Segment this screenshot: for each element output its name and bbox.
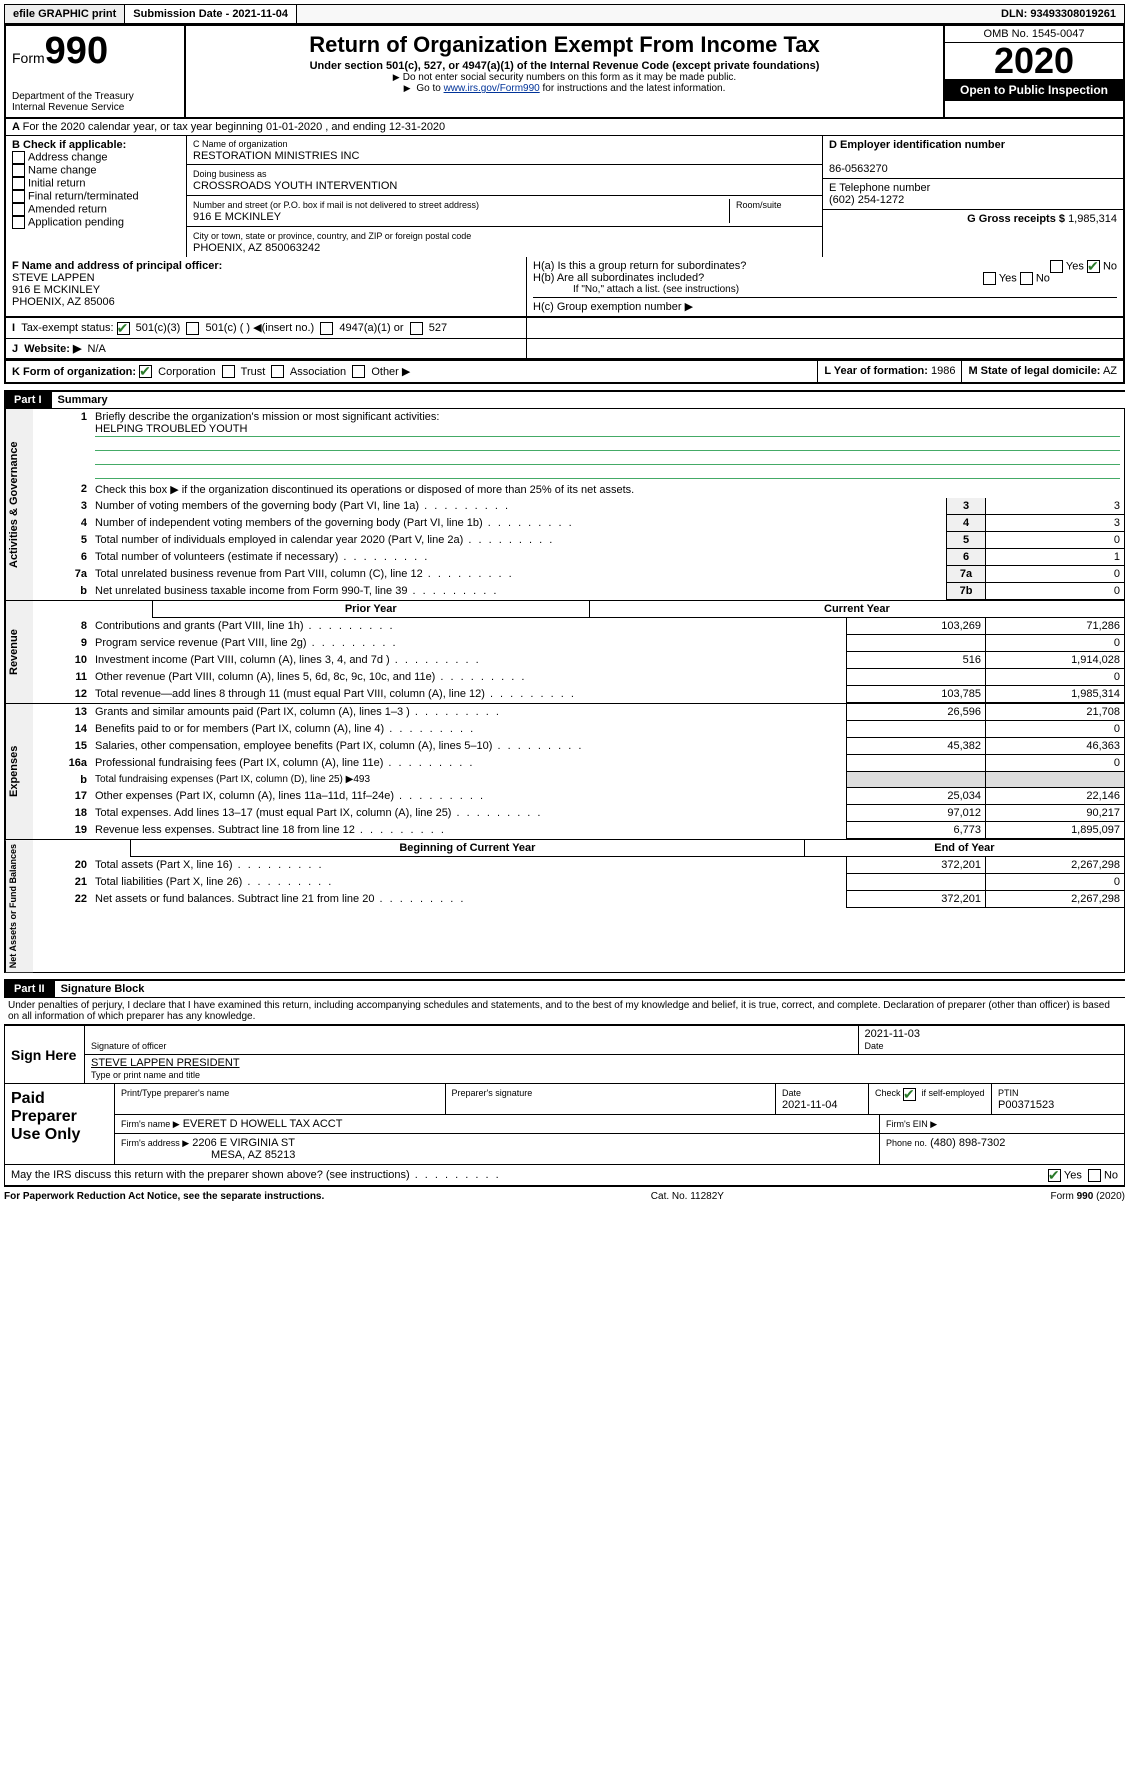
part1-title: Summary	[52, 392, 114, 408]
table-row: 17Other expenses (Part IX, column (A), l…	[33, 788, 1124, 805]
other-checkbox[interactable]	[352, 365, 365, 378]
org-name: RESTORATION MINISTRIES INC	[193, 150, 359, 162]
paid-preparer-label: Paid Preparer Use Only	[5, 1084, 115, 1164]
assoc-checkbox[interactable]	[271, 365, 284, 378]
side-net-assets: Net Assets or Fund Balances	[5, 840, 33, 972]
perjury-declaration: Under penalties of perjury, I declare th…	[4, 998, 1125, 1024]
part2-header: Part II	[4, 981, 55, 997]
box-m: M State of legal domicile: AZ	[961, 361, 1123, 383]
link-note: Go to www.irs.gov/Form990 for instructio…	[192, 83, 937, 94]
part1-header: Part I	[4, 392, 52, 408]
gross-receipts: 1,985,314	[1068, 213, 1117, 225]
hb-no-checkbox[interactable]	[1020, 272, 1033, 285]
app-pending-checkbox[interactable]	[12, 216, 25, 229]
sig-date: 2021-11-03	[865, 1028, 920, 1040]
table-row: 16aProfessional fundraising fees (Part I…	[33, 755, 1124, 772]
ptin: P00371523	[998, 1099, 1054, 1111]
open-to-public: Open to Public Inspection	[945, 79, 1123, 101]
dept-label: Department of the Treasury	[12, 91, 178, 102]
side-revenue: Revenue	[5, 601, 33, 703]
box-l: L Year of formation: 1986	[817, 361, 961, 383]
box-d-e-g: D Employer identification number86-05632…	[823, 135, 1123, 257]
table-row: 14Benefits paid to or for members (Part …	[33, 721, 1124, 738]
table-row: 9Program service revenue (Part VIII, lin…	[33, 635, 1124, 652]
table-row: bTotal fundraising expenses (Part IX, co…	[33, 772, 1124, 788]
table-row: 7aTotal unrelated business revenue from …	[33, 566, 1124, 583]
table-row: 22Net assets or fund balances. Subtract …	[33, 891, 1124, 908]
table-row: 10Investment income (Part VIII, column (…	[33, 652, 1124, 669]
phone: (602) 254-1272	[829, 194, 904, 206]
table-row: 15Salaries, other compensation, employee…	[33, 738, 1124, 755]
self-employed-checkbox[interactable]	[903, 1088, 916, 1101]
firm-name: EVERET D HOWELL TAX ACCT	[183, 1118, 343, 1130]
box-c: C Name of organizationRESTORATION MINIST…	[186, 135, 823, 257]
4947-checkbox[interactable]	[320, 322, 333, 335]
submission-date: Submission Date - 2021-11-04	[125, 5, 297, 23]
form-title: Return of Organization Exempt From Incom…	[192, 32, 937, 58]
trust-checkbox[interactable]	[222, 365, 235, 378]
side-governance: Activities & Governance	[5, 409, 33, 600]
discuss-yes-checkbox[interactable]	[1048, 1169, 1061, 1182]
table-row: 5Total number of individuals employed in…	[33, 532, 1124, 549]
discuss-line: May the IRS discuss this return with the…	[4, 1165, 1125, 1186]
amended-return-checkbox[interactable]	[12, 203, 25, 216]
sign-here-label: Sign Here	[5, 1026, 85, 1083]
501c3-checkbox[interactable]	[117, 322, 130, 335]
firm-address: 2206 E VIRGINIA ST	[192, 1137, 295, 1149]
street-address: 916 E MCKINLEY	[193, 211, 281, 223]
irs-label: Internal Revenue Service	[12, 102, 178, 113]
dba-name: CROSSROADS YOUTH INTERVENTION	[193, 180, 397, 192]
firm-phone: (480) 898-7302	[930, 1137, 1005, 1149]
box-b: B Check if applicable: Address change Na…	[6, 135, 186, 257]
table-row: 12Total revenue—add lines 8 through 11 (…	[33, 686, 1124, 703]
side-expenses: Expenses	[5, 704, 33, 839]
mission-text: HELPING TROUBLED YOUTH	[95, 423, 1120, 437]
efile-button[interactable]: efile GRAPHIC print	[5, 5, 125, 23]
box-k: K Form of organization: Corporation Trus…	[6, 361, 817, 383]
addr-change-checkbox[interactable]	[12, 151, 25, 164]
city-state-zip: PHOENIX, AZ 850063242	[193, 242, 320, 254]
footer-right: Form 990 (2020)	[1051, 1191, 1125, 1202]
corp-checkbox[interactable]	[139, 365, 152, 378]
501c-checkbox[interactable]	[186, 322, 199, 335]
table-row: 4Number of independent voting members of…	[33, 515, 1124, 532]
form-header: Form990 Department of the Treasury Inter…	[4, 24, 1125, 119]
officer-name: STEVE LAPPEN PRESIDENT	[91, 1057, 240, 1069]
table-row: 11Other revenue (Part VIII, column (A), …	[33, 669, 1124, 686]
form-subtitle: Under section 501(c), 527, or 4947(a)(1)…	[192, 60, 937, 72]
table-row: bNet unrelated business taxable income f…	[33, 583, 1124, 600]
table-row: 13Grants and similar amounts paid (Part …	[33, 704, 1124, 721]
ha-yes-checkbox[interactable]	[1050, 260, 1063, 273]
initial-return-checkbox[interactable]	[12, 177, 25, 190]
top-bar: efile GRAPHIC print Submission Date - 20…	[4, 4, 1125, 24]
dln: DLN: 93493308019261	[993, 5, 1124, 23]
box-h: H(a) Is this a group return for subordin…	[526, 257, 1123, 316]
table-row: 20Total assets (Part X, line 16)372,2012…	[33, 857, 1124, 874]
footer-mid: Cat. No. 11282Y	[651, 1191, 724, 1202]
hb-yes-checkbox[interactable]	[983, 272, 996, 285]
tax-period: A For the 2020 calendar year, or tax yea…	[4, 119, 1125, 135]
ssn-note: Do not enter social security numbers on …	[192, 72, 937, 83]
ein: 86-0563270	[829, 163, 888, 175]
website: N/A	[88, 343, 106, 355]
table-row: 6Total number of volunteers (estimate if…	[33, 549, 1124, 566]
form990-link[interactable]: www.irs.gov/Form990	[444, 83, 540, 94]
table-row: 21Total liabilities (Part X, line 26)0	[33, 874, 1124, 891]
table-row: 8Contributions and grants (Part VIII, li…	[33, 618, 1124, 635]
final-return-checkbox[interactable]	[12, 190, 25, 203]
527-checkbox[interactable]	[410, 322, 423, 335]
ha-no-checkbox[interactable]	[1087, 260, 1100, 273]
table-row: 19Revenue less expenses. Subtract line 1…	[33, 822, 1124, 839]
part2-title: Signature Block	[55, 981, 151, 997]
discuss-no-checkbox[interactable]	[1088, 1169, 1101, 1182]
form-number: Form990	[12, 30, 178, 73]
table-row: 18Total expenses. Add lines 13–17 (must …	[33, 805, 1124, 822]
footer-left: For Paperwork Reduction Act Notice, see …	[4, 1191, 324, 1202]
name-change-checkbox[interactable]	[12, 164, 25, 177]
tax-year: 2020	[945, 43, 1123, 79]
table-row: 3Number of voting members of the governi…	[33, 498, 1124, 515]
box-f: F Name and address of principal officer:…	[6, 257, 526, 316]
